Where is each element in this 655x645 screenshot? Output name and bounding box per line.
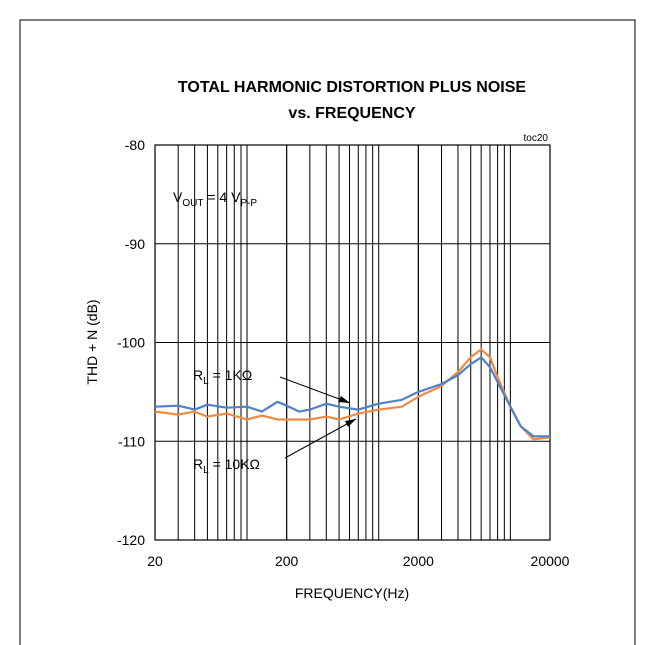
annotation-text: = 10KΩ xyxy=(209,456,260,472)
annotation-text: R xyxy=(193,456,203,472)
y-tick-label: -120 xyxy=(117,532,145,548)
corner-label: toc20 xyxy=(524,133,549,144)
chart-title: vs. FREQUENCY xyxy=(288,105,415,122)
arrow-head xyxy=(338,396,350,403)
arrow xyxy=(279,376,351,404)
annotation-text: R xyxy=(193,367,203,383)
annotation: RL = 1KΩ xyxy=(193,367,252,387)
x-tick-label: 20000 xyxy=(531,553,570,569)
plot-border xyxy=(154,144,551,541)
x-tick-label: 200 xyxy=(275,553,299,569)
y-tick-label: -90 xyxy=(125,236,145,252)
x-axis-label: FREQUENCY(Hz) xyxy=(295,585,409,601)
frame xyxy=(19,19,636,645)
annotation: VOUT = 4 VP-P xyxy=(173,189,257,209)
x-tick-label: 2000 xyxy=(403,553,434,569)
annotation-text: V xyxy=(173,189,183,205)
annotation-text: = 1KΩ xyxy=(209,367,253,383)
y-tick-label: -110 xyxy=(118,433,145,449)
annotation-subscript: OUT xyxy=(182,198,203,209)
y-axis-label: THD + N (dB) xyxy=(84,299,100,384)
arrow xyxy=(284,418,357,459)
series-line xyxy=(154,348,551,441)
annotation-subscript: L xyxy=(203,465,209,476)
y-tick-label: -100 xyxy=(117,335,145,351)
annotation-subscript: P-P xyxy=(240,198,257,209)
annotation-text: = 4 V xyxy=(203,189,241,205)
series-line xyxy=(154,356,550,438)
x-tick-label: 20 xyxy=(147,553,163,569)
annotation-subscript: L xyxy=(203,376,209,387)
chart-title: TOTAL HARMONIC DISTORTION PLUS NOISE xyxy=(178,79,526,96)
y-tick-label: -80 xyxy=(125,137,145,153)
arrow-head xyxy=(345,419,356,427)
annotation: RL = 10KΩ xyxy=(193,456,260,476)
